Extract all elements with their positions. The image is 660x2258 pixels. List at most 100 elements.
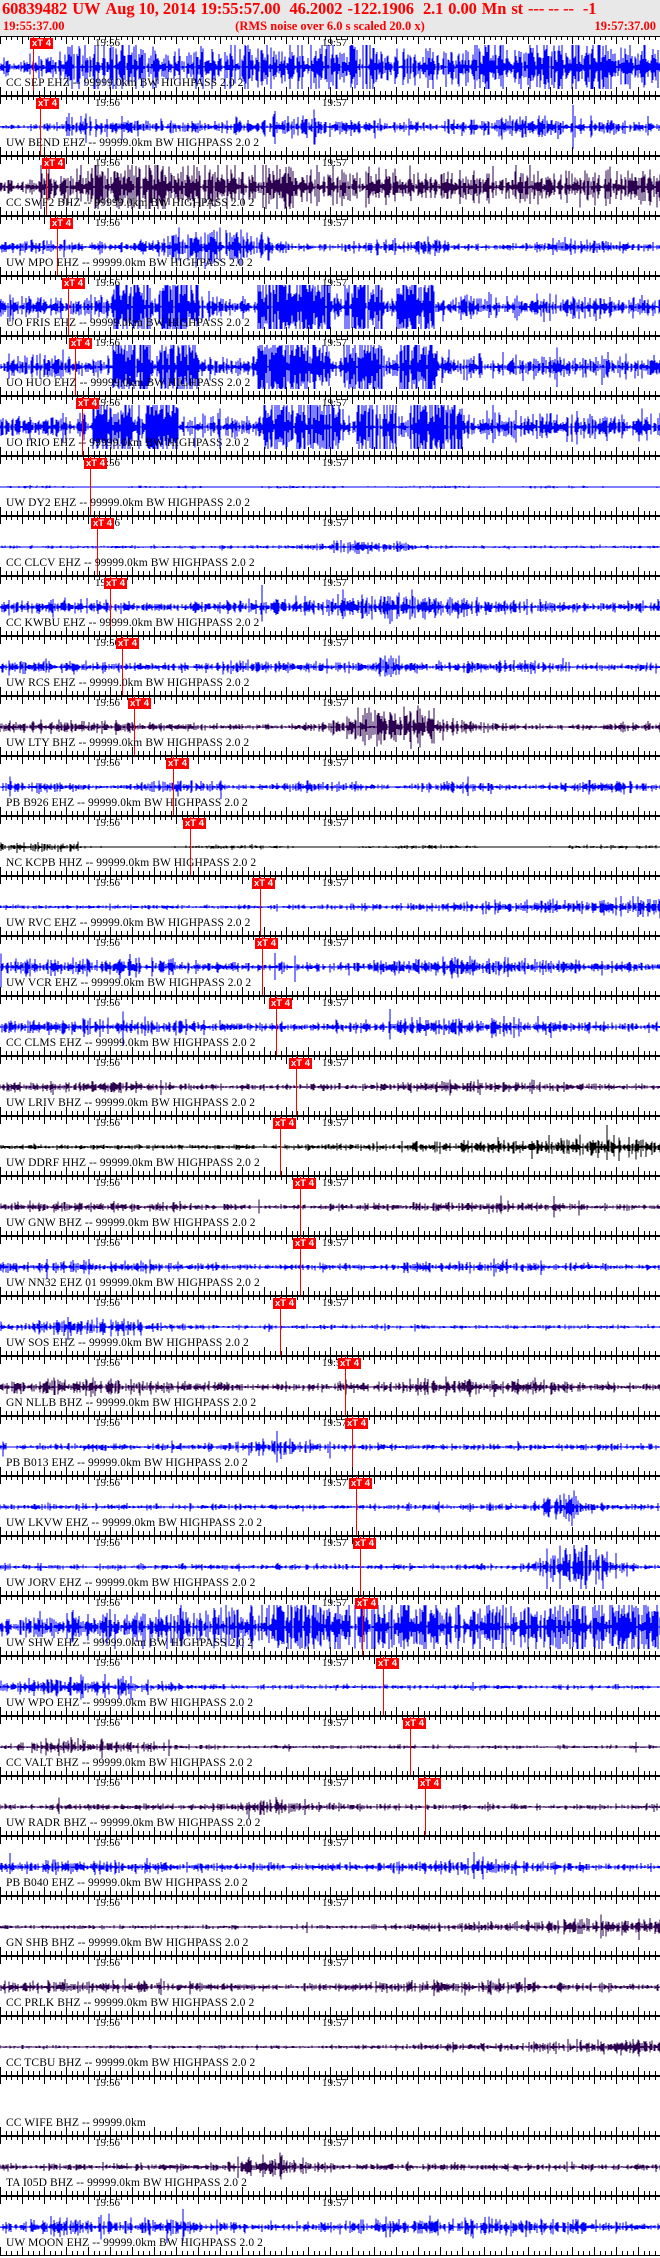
pick-label[interactable]: xT 4: [62, 278, 86, 289]
trace-time-label: 19:57: [322, 1717, 347, 1729]
trace-time-label: 19:57: [322, 1057, 347, 1069]
trace-row[interactable]: 19:56 19:57 PB B040 EHZ -- 99999.0km BW HI…: [0, 1836, 660, 1896]
trace-row[interactable]: 19:56 19:57 xT 4 NC KCPB HHZ -- 99999.0km B…: [0, 816, 660, 876]
trace-row[interactable]: 19:56 19:57 GN SHB BHZ -- 99999.0km BW HIG…: [0, 1896, 660, 1956]
pick-label[interactable]: xT 4: [166, 758, 190, 769]
trace-time-label: 19:57: [322, 1957, 347, 1969]
trace-channel-label: PB B926 EHZ -- 99999.0km BW HIGHPASS 2.0…: [6, 797, 248, 809]
pick-line: [82, 396, 83, 456]
trace-row[interactable]: 19:56 19:57 xT 4 PB B013 EHZ -- 99999.0km B…: [0, 1416, 660, 1476]
pick-label[interactable]: xT 4: [349, 1478, 373, 1489]
trace-row[interactable]: 19:56 19:57 xT 4 CC SWF2 BHZ -- 99999.0km B…: [0, 156, 660, 216]
pick-label[interactable]: xT 4: [376, 1658, 400, 1669]
pick-line: [46, 156, 47, 216]
trace-row[interactable]: 19:56 19:57 xT 4 UW SHW EHZ -- 99999.0km BW…: [0, 1596, 660, 1656]
trace-row[interactable]: 19:56 19:57 xT 4 UO HUO EHZ -- 99999.0km BW…: [0, 336, 660, 396]
pick-label[interactable]: xT 4: [252, 878, 276, 889]
trace-waveform: [0, 2025, 660, 2069]
trace-row[interactable]: 19:56 19:57 xT 4 UW SOS EHZ -- 99999.0km BW…: [0, 1296, 660, 1356]
trace-time-label: 19:56: [95, 1897, 120, 1909]
trace-top-ruler: [0, 1716, 660, 1725]
trace-waveform: [0, 2145, 660, 2189]
pick-label[interactable]: xT 4: [273, 1118, 297, 1129]
pick-label[interactable]: xT 4: [289, 1058, 313, 1069]
trace-row[interactable]: 19:56 19:57 xT 4 UW WPO EHZ -- 99999.0km BW…: [0, 1656, 660, 1716]
pick-label[interactable]: xT 4: [338, 1358, 362, 1369]
trace-row[interactable]: 19:56 19:57 xT 4 UW MPO EHZ -- 99999.0km BW…: [0, 216, 660, 276]
trace-row[interactable]: 19:56 19:57 xT 4 UW LRIV BHZ -- 99999.0km B…: [0, 1056, 660, 1116]
trace-row[interactable]: 19:56 19:57 xT 4 CC CLMS EHZ -- 99999.0km B…: [0, 996, 660, 1056]
trace-bottom-ruler: [0, 1167, 660, 1176]
pick-label[interactable]: xT 4: [116, 638, 140, 649]
trace-row[interactable]: 19:56 19:57 CC WIFE BHZ -- 99999.0km: [0, 2076, 660, 2136]
trace-row[interactable]: 19:56 19:57 xT 4 UW RVC EHZ -- 99999.0km BW…: [0, 876, 660, 936]
trace-channel-label: UO FRIS EHZ -- 99999.0km BW HIGHPASS 2.0…: [6, 317, 250, 329]
pick-line: [383, 1656, 384, 1716]
trace-row[interactable]: 19:56 19:57 CC TCBU BHZ -- 99999.0km BW HI…: [0, 2016, 660, 2076]
trace-row[interactable]: 19:56 19:57 xT 4 UW RADR BHZ -- 99999.0km B…: [0, 1776, 660, 1836]
trace-waveform: [0, 525, 660, 569]
pick-label[interactable]: xT 4: [293, 1238, 317, 1249]
pick-label[interactable]: xT 4: [69, 338, 93, 349]
trace-row[interactable]: 19:56 19:57 xT 4 UW DY2 EHZ -- 99999.0km BW…: [0, 456, 660, 516]
trace-top-ruler: [0, 876, 660, 885]
pick-label[interactable]: xT 4: [255, 938, 279, 949]
trace-bottom-ruler: [0, 2247, 660, 2256]
trace-time-label: 19:57: [322, 1117, 347, 1129]
trace-row[interactable]: 19:56 19:57 UW MOON EHZ -- 99999.0km BW HI…: [0, 2196, 660, 2256]
pick-line: [260, 876, 261, 936]
pick-label[interactable]: xT 4: [418, 1778, 442, 1789]
pick-label[interactable]: xT 4: [183, 818, 207, 829]
trace-row[interactable]: 19:56 19:57 TA I05D BHZ -- 99999.0km BW HI…: [0, 2136, 660, 2196]
event-origin-time: 19:55:57.00: [200, 0, 280, 18]
event-id: 60839482: [2, 0, 67, 18]
trace-row[interactable]: 19:56 19:57 xT 4 UW NN32 EHZ 01 99999.0km B…: [0, 1236, 660, 1296]
trace-row[interactable]: 19:56 19:57 xT 4 UW VCR EHZ -- 99999.0km BW…: [0, 936, 660, 996]
trace-waveform: [0, 1905, 660, 1949]
pick-label[interactable]: xT 4: [30, 38, 54, 49]
trace-bottom-ruler: [0, 2127, 660, 2136]
trace-waveform: [0, 825, 660, 869]
trace-row[interactable]: 19:56 19:57 xT 4 UW LKVW EHZ -- 99999.0km B…: [0, 1476, 660, 1536]
trace-bottom-ruler: [0, 87, 660, 96]
trace-waveform: [0, 1065, 660, 1109]
trace-time-label: 19:57: [322, 1777, 347, 1789]
pick-label[interactable]: xT 4: [42, 158, 66, 169]
trace-row[interactable]: 19:56 19:57 CC PRLK BHZ -- 99999.0km BW HI…: [0, 1956, 660, 2016]
pick-label[interactable]: xT 4: [128, 698, 152, 709]
pick-label[interactable]: xT 4: [84, 458, 108, 469]
trace-row[interactable]: 19:56 19:57 xT 4 GN NLLB BHZ -- 99999.0km B…: [0, 1356, 660, 1416]
pick-label[interactable]: xT 4: [76, 398, 100, 409]
pick-label[interactable]: xT 4: [104, 578, 128, 589]
trace-row[interactable]: 19:56 19:57 xT 4 CC SEP EHZ -- 99999.0km BW…: [0, 36, 660, 96]
pick-label[interactable]: xT 4: [293, 1178, 317, 1189]
trace-row[interactable]: 19:56 19:57 xT 4 CC VALT BHZ -- 99999.0km B…: [0, 1716, 660, 1776]
pick-label[interactable]: xT 4: [345, 1418, 369, 1429]
pick-label[interactable]: xT 4: [355, 1598, 379, 1609]
trace-row[interactable]: 19:56 19:57 xT 4 UW LTY BHZ -- 99999.0km BW…: [0, 696, 660, 756]
pick-label[interactable]: xT 4: [50, 218, 74, 229]
trace-channel-label: UW MOON EHZ -- 99999.0km BW HIGHPASS 2.0…: [6, 2237, 263, 2249]
trace-row[interactable]: 19:56 19:57 xT 4 UO FRIS EHZ -- 99999.0km B…: [0, 276, 660, 336]
trace-row[interactable]: 19:56 19:57 xT 4 UW GNW BHZ -- 99999.0km BW…: [0, 1176, 660, 1236]
pick-label[interactable]: xT 4: [91, 518, 115, 529]
trace-row[interactable]: 19:56 19:57 xT 4 UW JORV EHZ -- 99999.0km B…: [0, 1536, 660, 1596]
pick-label[interactable]: xT 4: [403, 1718, 427, 1729]
trace-time-label: 19:57: [322, 1297, 347, 1309]
trace-row[interactable]: 19:56 19:57 xT 4 UO IRIO EHZ -- 99999.0km B…: [0, 396, 660, 456]
pick-label[interactable]: xT 4: [36, 98, 60, 109]
trace-row[interactable]: 19:56 19:57 xT 4 UW DDRF HHZ -- 99999.0km B…: [0, 1116, 660, 1176]
trace-bottom-ruler: [0, 267, 660, 276]
pick-line: [356, 1476, 357, 1536]
trace-row[interactable]: 19:56 19:57 xT 4 UW BEND EHZ -- 99999.0km B…: [0, 96, 660, 156]
pick-label[interactable]: xT 4: [273, 1298, 297, 1309]
trace-row[interactable]: 19:56 19:57 xT 4 UW RCS EHZ -- 99999.0km BW…: [0, 636, 660, 696]
trace-time-label: 19:57: [322, 817, 347, 829]
trace-time-label: 19:57: [322, 1597, 347, 1609]
trace-row[interactable]: 19:56 19:57 xT 4 PB B926 EHZ -- 99999.0km B…: [0, 756, 660, 816]
trace-channel-label: CC SWF2 BHZ -- 99999.0km BW HIGHPASS 2.0…: [6, 197, 254, 209]
pick-label[interactable]: xT 4: [353, 1538, 377, 1549]
pick-label[interactable]: xT 4: [269, 998, 293, 1009]
